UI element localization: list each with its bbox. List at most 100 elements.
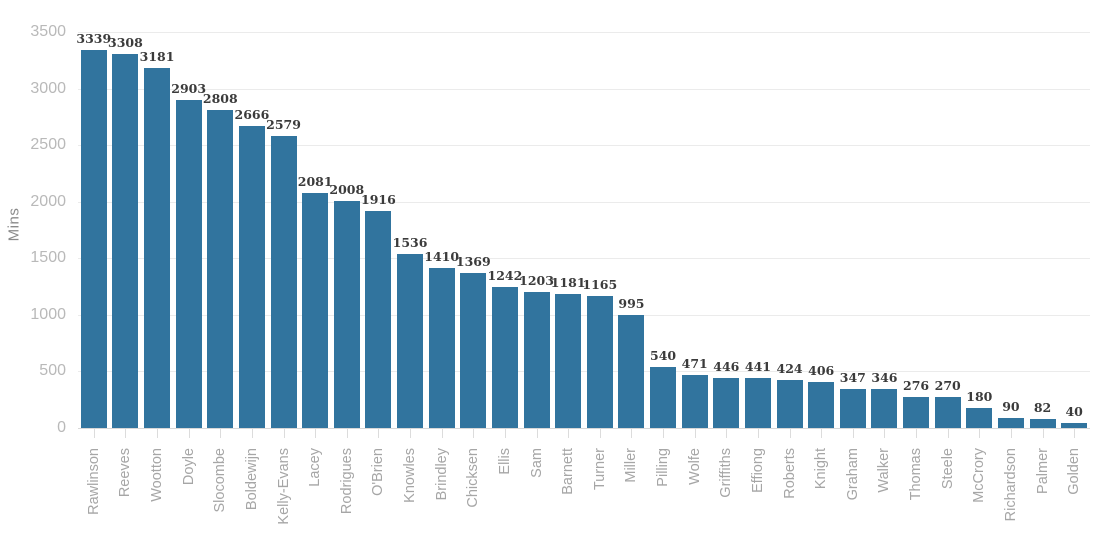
x-axis-tick	[1010, 429, 1012, 438]
bar[interactable]	[238, 126, 265, 428]
bar[interactable]	[871, 388, 898, 428]
y-axis-tick-label: 1000	[30, 305, 66, 323]
bar-column: 424 Roberts	[774, 32, 806, 499]
x-axis-category-label: Wootton	[149, 448, 166, 502]
bar[interactable]	[333, 200, 360, 428]
x-axis-tick	[473, 429, 475, 438]
bar[interactable]	[397, 254, 424, 428]
bar-column: 82 Palmer	[1027, 32, 1059, 494]
bar[interactable]	[997, 417, 1024, 428]
bar[interactable]	[586, 296, 613, 428]
bar-column: 471 Wolfe	[679, 32, 711, 485]
x-axis-tick	[947, 429, 949, 438]
bar[interactable]	[144, 68, 171, 428]
x-axis-category-label: Palmer	[1034, 448, 1051, 494]
x-axis-category-label: Reeves	[117, 448, 134, 498]
bar-value-label: 1165	[582, 277, 618, 293]
x-axis-category-label: Graham	[844, 448, 861, 501]
y-axis-tick-label: 2500	[30, 136, 66, 154]
x-axis-category-label: Knowles	[402, 448, 419, 503]
bar-value-label: 276	[903, 377, 930, 393]
y-axis-tick-label: 3000	[30, 79, 66, 97]
bar-column: 2579 Kelly-Evans	[266, 32, 301, 524]
bar[interactable]	[491, 287, 518, 428]
bar[interactable]	[839, 388, 866, 428]
y-axis-tick-label: 1500	[30, 249, 66, 267]
x-axis-category-label: Roberts	[781, 448, 798, 499]
x-axis-tick	[504, 429, 506, 438]
x-axis-category-label: Pilling	[655, 448, 672, 487]
x-axis-tick	[410, 429, 412, 438]
y-axis-tick-label: 3500	[30, 23, 66, 40]
bar-value-label: 1536	[392, 235, 428, 251]
bar-value-label: 270	[934, 378, 961, 394]
bar[interactable]	[776, 380, 803, 428]
bar-value-label: 540	[650, 347, 677, 363]
x-axis-category-label: Boldewijn	[243, 448, 260, 511]
bar[interactable]	[966, 407, 993, 428]
bar[interactable]	[903, 396, 930, 428]
bar[interactable]	[175, 99, 202, 428]
x-axis-tick	[726, 429, 728, 438]
bar-column: 3339 Rawlinson	[76, 31, 111, 515]
bar[interactable]	[744, 378, 771, 428]
bar[interactable]	[650, 366, 677, 428]
x-axis-baseline	[78, 428, 1090, 429]
x-axis-category-label: Rawlinson	[85, 448, 102, 515]
bar[interactable]	[302, 192, 329, 428]
bar[interactable]	[555, 294, 582, 428]
bar[interactable]	[112, 53, 139, 428]
x-axis-category-label: Sam	[528, 448, 545, 478]
bar-value-label: 2666	[234, 107, 270, 123]
x-axis-category-label: Miller	[623, 448, 640, 483]
gridline	[78, 32, 1090, 33]
x-axis-tick	[346, 429, 348, 438]
bar[interactable]	[270, 136, 297, 428]
bar-column: 2008 Rodrigues	[329, 32, 365, 514]
bar[interactable]	[428, 268, 455, 428]
x-axis-category-label: Richardson	[1002, 448, 1019, 522]
x-axis-category-label: Kelly-Evans	[275, 448, 292, 525]
bar-value-label: 346	[871, 369, 898, 385]
x-axis-category-label: Knight	[813, 448, 830, 490]
bar-column: 2081 Lacey	[297, 32, 333, 487]
gridline	[78, 88, 1090, 90]
bar-value-label: 2081	[297, 173, 333, 189]
bar-column: 1410 Brindley	[424, 32, 459, 500]
plot-area: 0 500 1000 1500 2000 2500 3000 3500 3339 Rawlins…	[30, 23, 1090, 525]
bar-column: 1181 Barnett	[551, 32, 586, 494]
bar-column: 3181 Wootton	[140, 32, 175, 502]
gridline	[78, 314, 1090, 316]
y-axis-tick-label: 500	[39, 362, 66, 380]
x-axis-tick	[852, 429, 854, 438]
bar[interactable]	[523, 291, 550, 428]
bar[interactable]	[713, 377, 740, 428]
x-axis-tick	[599, 429, 601, 438]
x-axis-tick	[378, 429, 380, 438]
bar[interactable]	[934, 397, 961, 428]
x-axis-tick	[979, 429, 981, 438]
bar-value-label: 2008	[329, 181, 365, 197]
bar-value-label: 424	[776, 361, 803, 377]
bar[interactable]	[808, 382, 835, 428]
bar[interactable]	[207, 110, 234, 428]
bar[interactable]	[80, 50, 107, 428]
x-axis-category-label: Slocombe	[212, 448, 229, 513]
bar-column: 3308 Reeves	[108, 32, 143, 497]
bar-column: 347 Graham	[837, 32, 869, 501]
bar[interactable]	[1029, 418, 1056, 428]
x-axis-category-label: Chicksen	[465, 448, 482, 508]
x-axis-tick	[884, 429, 886, 438]
bar[interactable]	[618, 315, 645, 428]
bar-column: 180 McCrory	[964, 32, 996, 503]
bar-column: 1536 Knowles	[392, 32, 428, 503]
x-axis-tick	[283, 429, 285, 438]
bar-value-label: 1369	[455, 254, 491, 270]
x-axis-category-label: Thomas	[908, 448, 925, 501]
x-axis-category-label: Ellis	[496, 448, 513, 475]
bar[interactable]	[365, 211, 392, 428]
bar-value-label: 3308	[108, 34, 143, 50]
bar[interactable]	[681, 374, 708, 428]
bar[interactable]	[460, 273, 487, 428]
bar[interactable]	[1061, 423, 1088, 428]
